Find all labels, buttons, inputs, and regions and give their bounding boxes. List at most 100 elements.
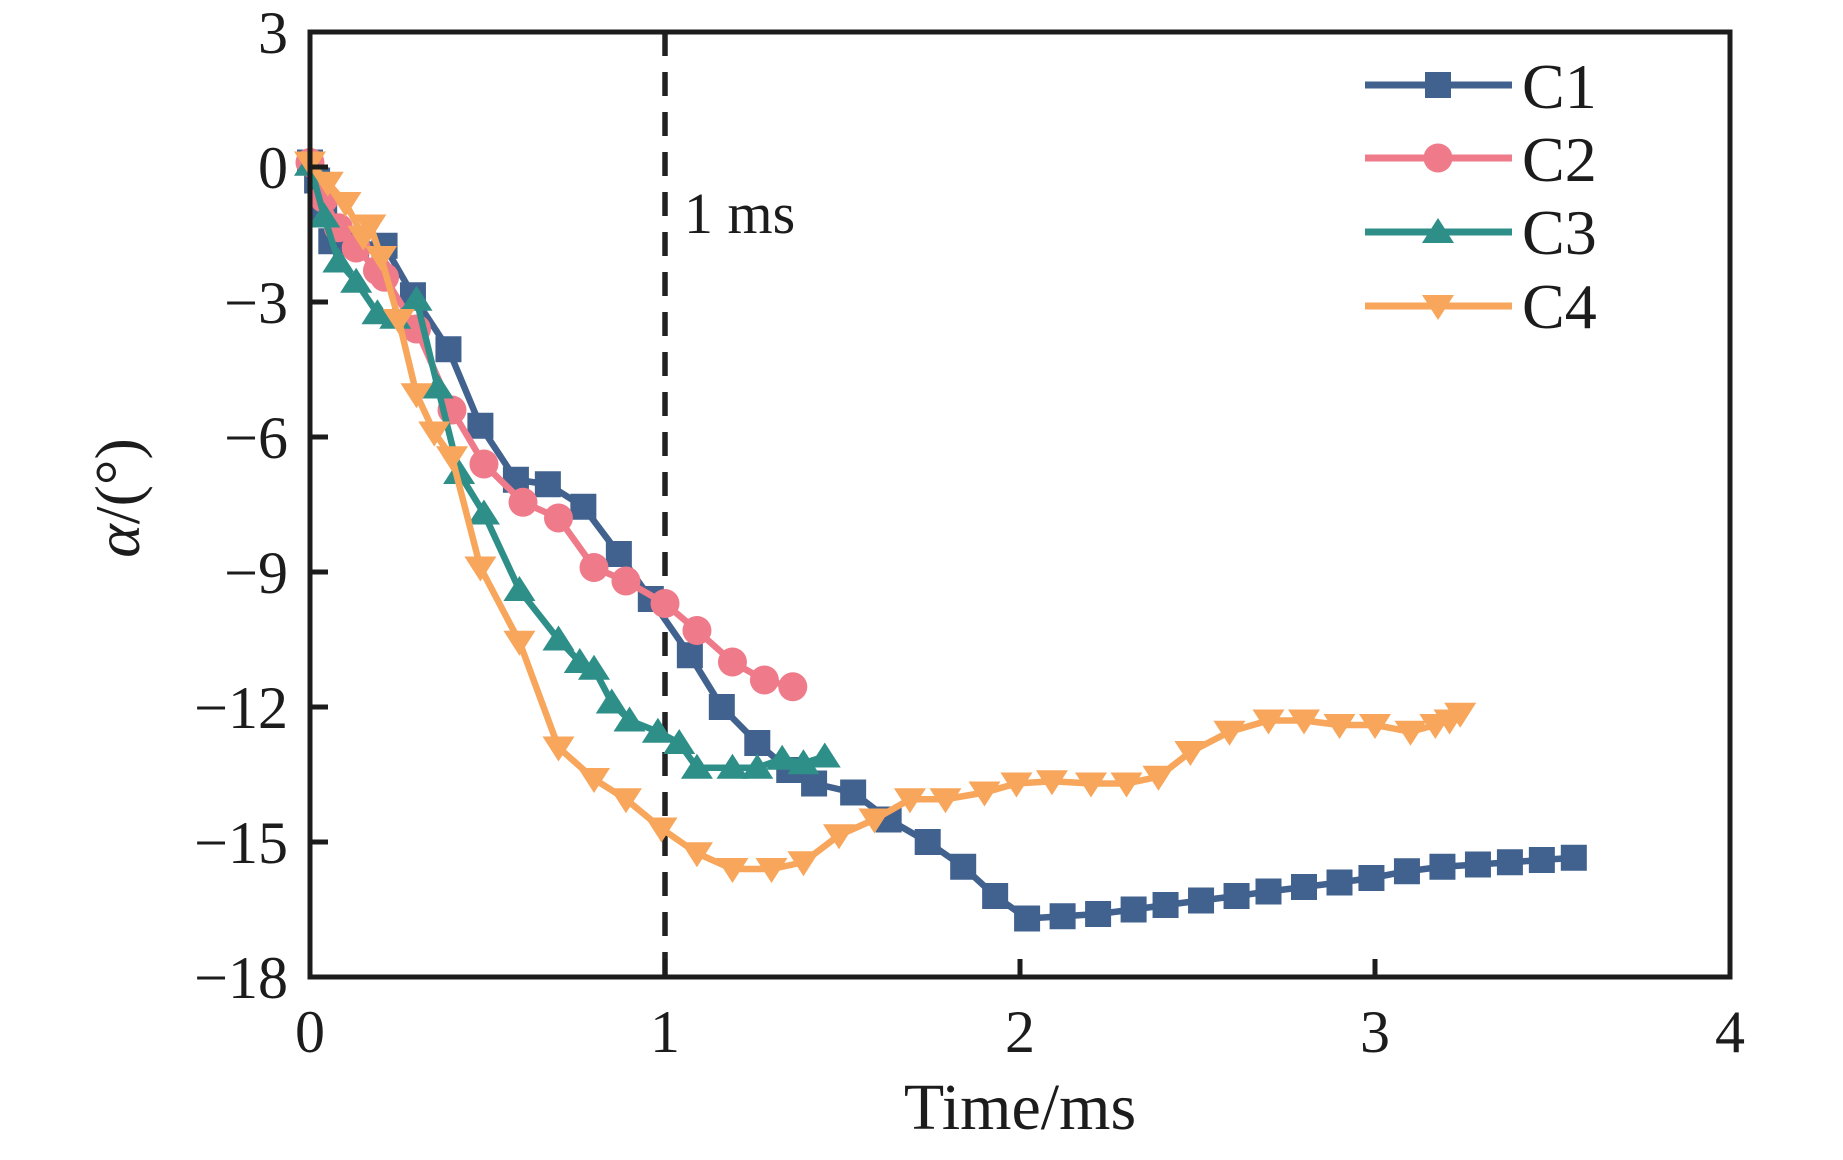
data-point-marker [982, 883, 1009, 909]
data-point-marker [1152, 892, 1179, 918]
data-point-marker [311, 171, 344, 197]
legend-label-c2: C2 [1522, 124, 1597, 195]
y-tick-label: 3 [258, 0, 288, 66]
y-tick-label: −15 [194, 810, 288, 876]
data-point-marker [503, 630, 536, 656]
data-point-marker [400, 383, 433, 409]
y-axis-unit: /(°) [82, 438, 153, 525]
data-point-marker [1359, 714, 1391, 739]
data-point-marker [1560, 844, 1587, 871]
series-c1 [297, 149, 1587, 932]
x-tick-label: 2 [1005, 999, 1035, 1065]
data-point-marker [778, 672, 808, 702]
legend-item-c4 [1365, 295, 1512, 320]
legend-label-c4: C4 [1522, 271, 1597, 342]
data-point-marker [443, 459, 476, 484]
data-point-marker [1423, 143, 1453, 173]
data-point-marker [840, 779, 867, 806]
data-point-marker [950, 853, 977, 880]
data-point-marker [749, 665, 779, 695]
data-point-marker [744, 730, 771, 756]
data-point-marker [1174, 741, 1207, 766]
data-point-marker [676, 642, 703, 669]
data-point-marker [578, 768, 610, 793]
data-point-marker [1444, 702, 1477, 728]
data-point-marker [329, 192, 362, 217]
data-point-marker [340, 267, 373, 293]
series-c4 [294, 151, 1477, 883]
data-point-marker [400, 285, 433, 311]
data-point-marker [914, 829, 941, 855]
data-point-marker [570, 493, 597, 520]
data-point-marker [1422, 295, 1454, 320]
data-point-marker [436, 446, 468, 472]
data-point-marker [787, 749, 820, 775]
data-point-marker [641, 717, 674, 743]
x-tick-label: 4 [1715, 999, 1745, 1065]
data-point-marker [1288, 709, 1320, 735]
data-point-marker [1496, 849, 1523, 876]
data-point-marker [716, 753, 749, 779]
data-point-marker [613, 706, 646, 732]
data-point-marker [968, 781, 1001, 807]
data-point-marker [508, 487, 538, 517]
y-tick-label: −12 [194, 675, 288, 741]
data-point-marker [1213, 720, 1246, 746]
data-point-marker [1429, 853, 1456, 880]
data-point-marker [1255, 878, 1282, 905]
data-point-marker [755, 858, 788, 883]
data-point-marker [605, 541, 632, 567]
y-tick-label: −6 [224, 405, 288, 471]
data-point-marker [1326, 869, 1353, 896]
data-point-marker [929, 788, 962, 814]
legend-item-c1 [1365, 72, 1512, 98]
data-point-marker [645, 817, 678, 843]
data-point-marker [1085, 901, 1112, 927]
data-point-marker [1120, 896, 1147, 923]
data-point-marker [595, 688, 628, 714]
data-point-marker [365, 246, 397, 271]
data-point-marker [1422, 218, 1454, 243]
legend-item-c2 [1365, 143, 1512, 173]
data-point-marker [544, 503, 573, 533]
data-point-marker [708, 694, 735, 720]
data-point-marker [1425, 72, 1451, 98]
data-point-marker [822, 824, 855, 850]
data-point-marker [578, 654, 610, 680]
data-point-marker [1014, 905, 1041, 932]
data-point-marker [808, 742, 841, 768]
data-point-marker [717, 647, 747, 677]
x-tick-label: 1 [650, 999, 680, 1065]
data-point-marker [680, 842, 713, 868]
y-axis-symbol: α [82, 524, 153, 558]
data-point-marker [1394, 720, 1427, 746]
data-point-marker [1075, 772, 1107, 798]
data-point-marker [542, 625, 575, 651]
reference-line-annotation: 1 ms [684, 181, 796, 246]
data-point-marker [893, 788, 926, 814]
data-point-marker [579, 553, 609, 582]
data-point-marker [741, 753, 774, 779]
y-tick-label: −9 [224, 540, 288, 606]
series-line-c4 [306, 159, 1464, 873]
data-point-marker [503, 576, 536, 601]
data-point-marker [1358, 865, 1385, 891]
data-point-marker [322, 247, 355, 273]
data-point-marker [609, 788, 642, 814]
y-tick-label: 0 [258, 135, 288, 201]
data-point-marker [464, 556, 497, 582]
data-point-marker [611, 566, 641, 596]
data-point-marker [663, 729, 696, 754]
y-tick-label: −3 [224, 270, 288, 336]
data-point-marker [766, 744, 799, 770]
data-point-marker [354, 214, 387, 240]
y-axis-label: α/(°) [81, 438, 155, 558]
data-point-marker [1142, 765, 1175, 791]
x-tick-label: 3 [1360, 999, 1390, 1065]
data-point-marker [542, 736, 575, 762]
data-point-marker [682, 616, 712, 645]
y-tick-label: −18 [194, 945, 288, 1011]
data-point-marker [308, 202, 341, 228]
legend-label-c3: C3 [1522, 197, 1597, 268]
